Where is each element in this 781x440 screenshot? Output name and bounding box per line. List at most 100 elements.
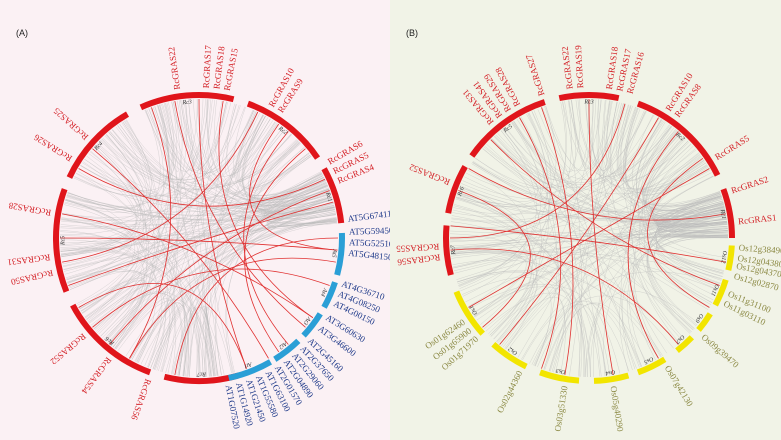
gray-link: [646, 205, 725, 334]
gray-link: [251, 142, 310, 194]
gray-link: [65, 200, 157, 363]
synteny-link: [647, 157, 710, 308]
synteny-link: [78, 168, 326, 207]
synteny-link: [109, 190, 330, 345]
gray-link: [500, 130, 560, 370]
gray-link: [657, 206, 728, 236]
gray-link: [491, 138, 727, 220]
gray-link: [115, 126, 334, 212]
gray-link: [454, 204, 601, 377]
gray-link: [61, 218, 211, 377]
gray-link: [178, 146, 305, 376]
chromosome-label: Os4: [605, 368, 616, 376]
gray-link: [493, 124, 670, 185]
gray-link: [526, 113, 727, 262]
gray-link: [451, 251, 723, 279]
gray-link: [474, 204, 724, 317]
gray-link: [472, 286, 607, 376]
gray-link: [111, 129, 301, 188]
gene-label: RcGRAS5: [713, 133, 751, 162]
chromosome-label: Os3: [555, 367, 566, 375]
gray-link: [102, 114, 264, 184]
gray-link: [491, 139, 728, 225]
gray-link: [457, 269, 663, 356]
gray-link: [511, 122, 728, 236]
chromosome-label: Rc7: [450, 244, 457, 256]
gray-link: [60, 247, 131, 272]
synteny-link: [198, 98, 247, 369]
gray-link: [587, 290, 699, 377]
chromosome-at2: At2: [273, 338, 301, 362]
gray-link: [541, 107, 727, 221]
gray-link: [60, 207, 335, 244]
chromosome-rc2: Rc2: [246, 100, 321, 160]
gray-link: [104, 140, 299, 340]
chromosome-label: Os7: [673, 333, 685, 345]
gray-link: [262, 181, 328, 212]
gray-link: [93, 117, 269, 330]
gray-link: [450, 240, 520, 250]
gene-label: RcGRAS56: [129, 378, 153, 422]
gray-link: [66, 194, 338, 227]
gray-link: [455, 197, 588, 377]
gray-link: [106, 134, 292, 342]
chromosome-label: Rc7: [196, 371, 207, 377]
gray-link: [68, 128, 286, 286]
gray-link: [67, 121, 152, 284]
gray-link: [658, 223, 728, 237]
chromosome-label: Rc2: [674, 131, 686, 142]
gray-link: [150, 207, 335, 369]
gray-link: [456, 111, 647, 208]
gray-link: [111, 120, 159, 347]
red-links: [449, 98, 726, 375]
background-links: [60, 98, 338, 378]
chromosome-os3: Os3: [539, 367, 580, 384]
gray-link: [90, 291, 204, 377]
chromosome-os4: Os4: [593, 368, 630, 384]
gray-link: [455, 197, 695, 330]
gray-link: [475, 102, 620, 188]
panel-a-label: (A): [16, 28, 28, 38]
gray-link: [474, 209, 726, 318]
gray-link: [86, 155, 187, 377]
gene-label: Os05g40290: [608, 385, 625, 432]
gray-link: [68, 213, 336, 288]
gray-link: [102, 152, 310, 339]
gray-link: [94, 146, 148, 332]
gene-label: RcGRAS54: [79, 355, 113, 396]
chromosome-rc1: Rc1: [321, 167, 345, 224]
synteny-link: [588, 98, 614, 375]
gray-link: [602, 99, 668, 354]
gray-link: [464, 176, 724, 274]
gray-link: [185, 99, 234, 373]
chromosome-os11: Os11: [709, 278, 729, 307]
gray-link: [451, 133, 681, 222]
gray-link: [86, 104, 170, 320]
chromosome-rc3: Rc3: [558, 92, 620, 105]
gray-link: [491, 138, 542, 342]
gene-label: Os02g44360: [495, 369, 525, 415]
gray-link: [465, 200, 723, 303]
gene-label: RcGRAS28: [7, 200, 52, 217]
gray-link: [84, 109, 254, 318]
gray-link: [537, 98, 590, 172]
gray-link: [620, 105, 722, 207]
gray-link: [451, 251, 719, 291]
synteny-link: [490, 139, 720, 286]
chromosome-rc2: Rc2: [636, 100, 721, 177]
gray-link: [188, 99, 213, 377]
gene-label: RcGRAS27: [524, 53, 547, 97]
gray-link: [67, 271, 170, 372]
gene-label: RcGRAS17: [201, 44, 213, 88]
chromosome-label: At5: [330, 248, 337, 258]
chromosome-label: Rc2: [276, 125, 288, 136]
gene-label: Os09g39470: [700, 332, 742, 370]
synteny-link: [458, 190, 531, 328]
gray-link: [67, 191, 331, 216]
gray-link: [631, 124, 680, 344]
gray-link: [568, 100, 694, 330]
gray-link: [593, 138, 687, 377]
gray-link: [178, 306, 200, 378]
background-links: [450, 98, 729, 377]
synteny-link: [249, 123, 338, 251]
